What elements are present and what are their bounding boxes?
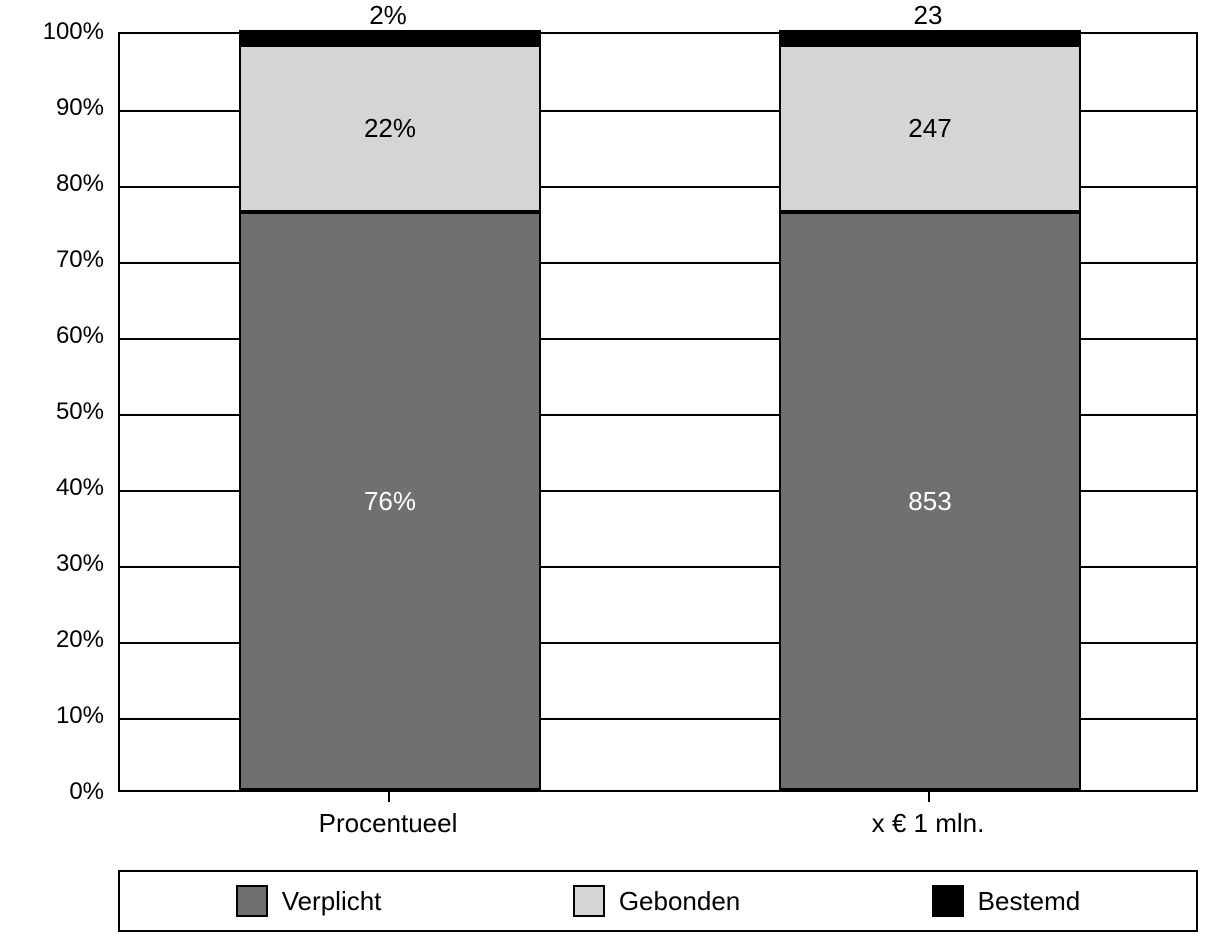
y-tick-label: 40% <box>8 474 104 502</box>
x-category-label: Procentueel <box>319 808 458 839</box>
y-tick-label: 60% <box>8 322 104 350</box>
bar-segment-label: 76% <box>364 486 416 517</box>
stacked-bar-chart: 76% 22% 853 247 Verplicht Gebonden Bestemd 0%… <box>0 0 1229 945</box>
y-tick-label: 20% <box>8 626 104 654</box>
x-tick-mark <box>928 792 930 802</box>
legend-item-bestemd: Bestemd <box>932 885 1081 917</box>
y-tick-label: 30% <box>8 550 104 578</box>
y-tick-label: 80% <box>8 170 104 198</box>
y-tick-label: 90% <box>8 94 104 122</box>
bar-segment-verplicht: 76% <box>239 212 541 790</box>
legend-item-gebonden: Gebonden <box>573 885 740 917</box>
bar-top-label: 2% <box>369 0 407 31</box>
legend: Verplicht Gebonden Bestemd <box>118 870 1198 932</box>
legend-swatch <box>573 885 605 917</box>
y-tick-label: 10% <box>8 702 104 730</box>
bar-segment-gebonden: 247 <box>779 45 1081 212</box>
bar-segment-gebonden: 22% <box>239 45 541 212</box>
legend-label: Gebonden <box>619 886 740 917</box>
plot-area: 76% 22% 853 247 <box>118 32 1198 792</box>
bar-segment-verplicht: 853 <box>779 212 1081 790</box>
bar-segment-bestemd <box>239 30 541 45</box>
y-tick-label: 100% <box>8 18 104 46</box>
y-tick-label: 50% <box>8 398 104 426</box>
bar-segment-label: 853 <box>908 486 951 517</box>
legend-swatch <box>932 885 964 917</box>
y-tick-label: 0% <box>8 778 104 806</box>
bar-segment-label: 247 <box>908 113 951 144</box>
bar-segment-label: 22% <box>364 113 416 144</box>
bar-top-label: 23 <box>914 0 943 31</box>
legend-label: Bestemd <box>978 886 1081 917</box>
legend-label: Verplicht <box>282 886 382 917</box>
stacked-bar: 853 247 <box>779 34 1081 790</box>
y-tick-label: 70% <box>8 246 104 274</box>
x-tick-mark <box>388 792 390 802</box>
legend-swatch <box>236 885 268 917</box>
stacked-bar: 76% 22% <box>239 34 541 790</box>
bar-segment-bestemd <box>779 30 1081 45</box>
legend-item-verplicht: Verplicht <box>236 885 382 917</box>
x-category-label: x € 1 mln. <box>872 808 985 839</box>
